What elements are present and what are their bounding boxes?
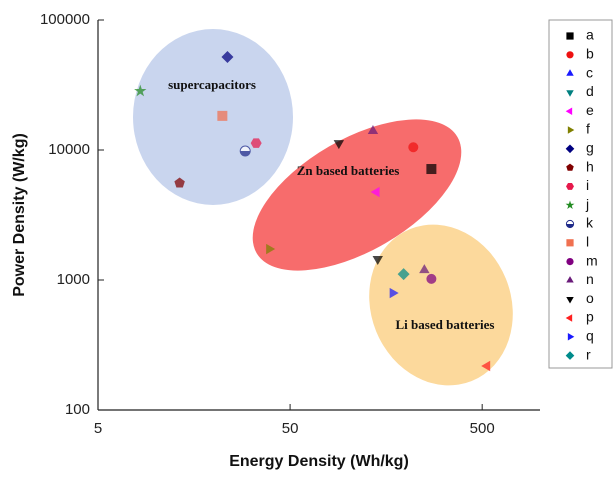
legend-label: m [586,252,598,268]
marker [239,145,251,157]
marker [217,110,228,121]
legend-label: l [586,234,589,250]
y-tick-label: 1000 [57,271,90,288]
marker [426,273,437,284]
marker [250,138,262,148]
marker [266,243,276,255]
legend-label: b [586,46,594,62]
marker [567,126,575,134]
x-axis-label: Energy Density (Wh/kg) [229,453,409,470]
marker [565,200,575,209]
marker [565,351,575,360]
legend-label: d [586,83,594,99]
marker-part [240,151,251,157]
marker [565,219,575,229]
marker [567,333,575,341]
marker [566,51,574,59]
y-tick-label: 100000 [40,11,90,28]
marker-part [566,224,574,228]
legend-label: k [586,215,594,231]
marker [408,142,419,153]
marker [426,164,437,175]
legend-label: i [586,177,589,193]
marker [397,268,410,281]
annotation: Zn based batteries [297,163,400,178]
y-axis-label: Power Density (W/kg) [11,133,28,297]
marker [566,182,574,190]
marker [481,360,491,372]
marker [221,51,234,64]
marker [566,239,574,247]
marker [419,264,430,274]
marker [333,140,345,150]
marker [134,84,147,97]
legend-label: g [586,140,594,156]
marker [372,256,383,266]
x-tick-label: 50 [282,420,299,437]
legend-label: o [586,290,594,306]
marker [565,314,573,322]
legend-label: j [585,196,589,212]
legend-label: f [586,121,590,137]
legend-label: q [586,328,594,344]
legend-label: a [586,27,594,43]
x-tick-label: 500 [470,420,495,437]
annotation: Li based batteries [396,317,495,332]
marker [566,32,574,40]
region-li [369,224,513,386]
x-tick-label: 5 [94,420,102,437]
marker [174,177,185,188]
legend-label: h [586,158,594,174]
marker [566,69,574,76]
marker [566,297,574,304]
region-supercapacitors [133,29,293,205]
marker [389,287,399,299]
legend-label: r [586,346,591,362]
legend-label: p [586,309,594,325]
region-zn [252,119,462,271]
marker [565,107,573,115]
marker [566,276,574,283]
y-tick-label: 10000 [48,141,90,158]
y-tick-label: 100 [65,401,90,418]
legend-label: c [586,64,593,80]
marker [566,163,574,171]
marker [565,144,575,154]
marker [370,186,380,198]
marker [566,90,574,97]
legend-label: n [586,271,594,287]
annotation: supercapacitors [168,77,256,92]
legend [548,19,613,369]
marker [566,258,574,266]
legend-label: e [586,102,594,118]
marker [367,125,379,135]
